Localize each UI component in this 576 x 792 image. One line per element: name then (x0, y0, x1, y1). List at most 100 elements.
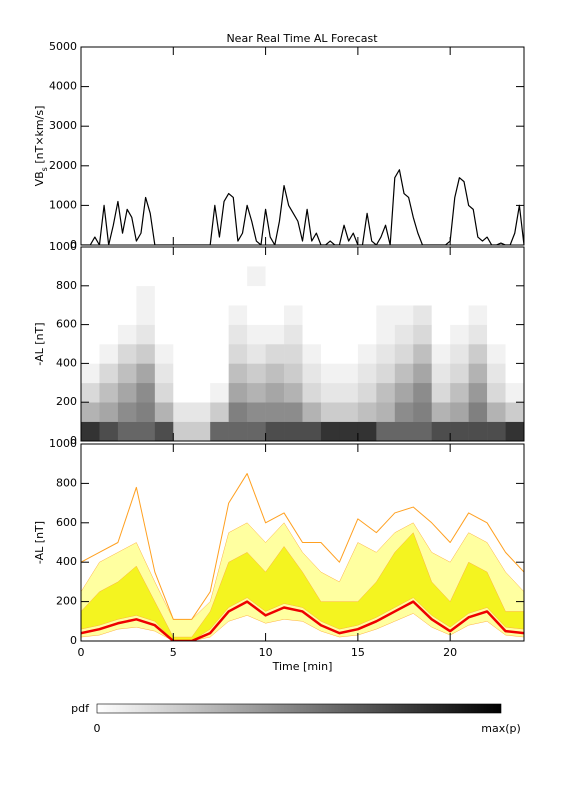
heatmap-cell (339, 285, 359, 306)
heatmap-cell (320, 363, 340, 384)
heatmap-cell (357, 305, 377, 325)
heatmap-cell (431, 324, 451, 345)
heatmap-cell (376, 421, 396, 441)
heatmap-cell (394, 421, 414, 441)
heatmap-cell (247, 402, 266, 422)
x-tick-label: 10 (259, 646, 273, 659)
heatmap-cell (247, 266, 266, 287)
heatmap-cell (450, 266, 469, 287)
heatmap-cell (173, 285, 193, 306)
heatmap-cell (284, 382, 303, 403)
heatmap-cell (173, 266, 193, 287)
heatmap-cell (339, 363, 359, 384)
heatmap-cell (210, 344, 229, 364)
heatmap-cell (210, 402, 229, 422)
y-tick-label: 0 (70, 634, 77, 647)
heatmap-cell (320, 421, 340, 441)
heatmap-cell (468, 402, 488, 422)
heatmap-cell (136, 421, 156, 441)
heatmap-cell (339, 382, 359, 403)
heatmap-cell (191, 382, 211, 403)
heatmap-cell (210, 421, 229, 441)
heatmap-cell (413, 266, 433, 287)
heatmap-cell (413, 402, 433, 422)
heatmap-cell (99, 266, 119, 287)
heatmap-cell (431, 382, 451, 403)
heatmap-cell (487, 344, 506, 364)
heatmap-cell (136, 266, 156, 287)
heatmap-cell (247, 421, 266, 441)
heatmap-cell (413, 285, 433, 306)
heatmap-cell (487, 324, 506, 345)
heatmap-cell (191, 305, 211, 325)
heatmap-cell (413, 363, 433, 384)
heatmap-cell (173, 305, 193, 325)
heatmap-cell (413, 324, 433, 345)
heatmap-cell (413, 305, 433, 325)
heatmap-cell (505, 382, 524, 403)
heatmap-cell (487, 266, 506, 287)
heatmap-cell (357, 344, 377, 364)
y-tick-label: 600 (56, 318, 77, 331)
heatmap-cell (265, 421, 285, 441)
heatmap-cell (505, 285, 524, 306)
heatmap-cell (357, 324, 377, 345)
heatmap-cell (210, 285, 229, 306)
heatmap-cell (320, 382, 340, 403)
plot-area (81, 169, 524, 245)
heatmap-cell (394, 344, 414, 364)
heatmap-cell (210, 266, 229, 287)
heatmap-cell (117, 363, 137, 384)
heatmap-cell (247, 363, 266, 384)
heatmap-cell (117, 344, 137, 364)
heatmap-cell (487, 402, 506, 422)
y-tick-label: 4000 (49, 80, 77, 93)
plot-area (81, 266, 524, 441)
colorbar-label: pdf (71, 702, 90, 715)
heatmap-cell (431, 402, 451, 422)
heatmap-cell (154, 363, 174, 384)
heatmap-cell (265, 285, 285, 306)
heatmap-cell (154, 421, 174, 441)
heatmap-cell (394, 382, 414, 403)
heatmap-cell (302, 402, 322, 422)
heatmap-cell (81, 344, 100, 364)
heatmap-cell (99, 363, 119, 384)
heatmap-cell (394, 324, 414, 345)
heatmap-cell (413, 382, 433, 403)
heatmap-cell (117, 402, 137, 422)
heatmap-cell (487, 382, 506, 403)
heatmap-cell (99, 324, 119, 345)
heatmap-cell (154, 285, 174, 306)
heatmap-cell (99, 421, 119, 441)
heatmap-cell (154, 402, 174, 422)
heatmap-cell (136, 363, 156, 384)
heatmap-cell (302, 382, 322, 403)
y-tick-label: 1000 (49, 240, 77, 253)
heatmap-cell (431, 421, 451, 441)
plot-area (81, 473, 524, 641)
heatmap-cell (468, 266, 488, 287)
y-tick-label: 2000 (49, 159, 77, 172)
heatmap-cell (228, 363, 248, 384)
heatmap-cell (191, 402, 211, 422)
heatmap-cell (394, 305, 414, 325)
y-tick-label: 5000 (49, 40, 77, 53)
heatmap-cell (247, 344, 266, 364)
heatmap-cell (99, 285, 119, 306)
heatmap-cell (81, 305, 100, 325)
heatmap-cell (117, 324, 137, 345)
heatmap-cell (394, 285, 414, 306)
heatmap-cell (505, 324, 524, 345)
heatmap-cell (265, 305, 285, 325)
heatmap-cell (284, 402, 303, 422)
y-tick-label: 1000 (49, 437, 77, 450)
heatmap-cell (376, 363, 396, 384)
x-tick-label: 20 (443, 646, 457, 659)
heatmap-cell (191, 421, 211, 441)
heatmap-cell (413, 344, 433, 364)
heatmap-cell (357, 266, 377, 287)
heatmap-cell (376, 305, 396, 325)
heatmap-cell (468, 363, 488, 384)
